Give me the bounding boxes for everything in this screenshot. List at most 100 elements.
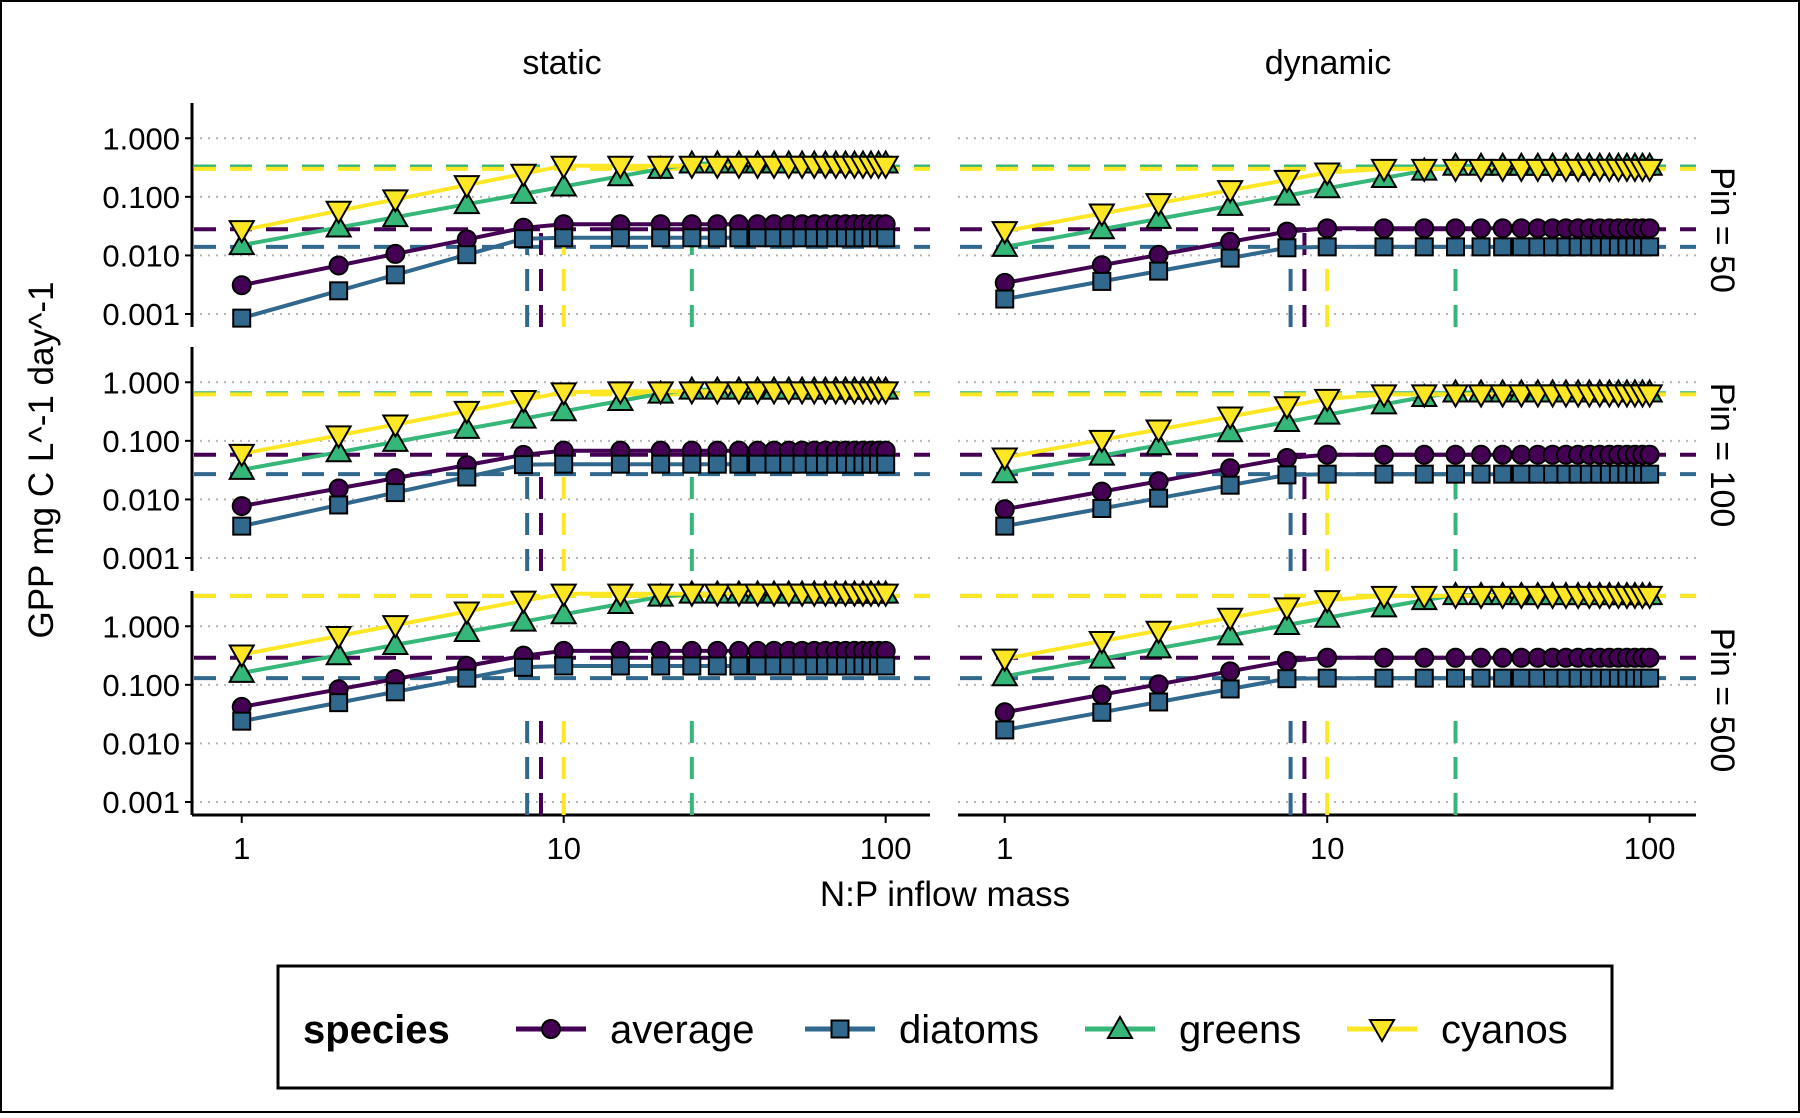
point-average [1148, 244, 1169, 265]
point-cyanos [453, 400, 481, 425]
point-diatoms [748, 454, 768, 474]
point-cyanos [1273, 169, 1301, 194]
point-greens [1216, 418, 1244, 443]
point-diatoms [513, 455, 533, 475]
point-diatoms [729, 228, 749, 248]
point-cyanos [1410, 158, 1438, 183]
point-cyanos [1441, 384, 1470, 409]
point-greens [1088, 441, 1116, 466]
point-average [385, 243, 406, 264]
point-cyanos [871, 583, 900, 608]
point-cyanos [1088, 429, 1116, 454]
point-diatoms [1471, 668, 1491, 688]
strip-label-pin-100: Pin = 100 [1703, 383, 1741, 528]
point-average [1373, 647, 1394, 668]
legend-label-cyanos: cyanos [1441, 1008, 1568, 1052]
legend-items: average diatoms greens cyanos [516, 1008, 1568, 1052]
point-diatoms [682, 454, 702, 474]
point-average [328, 255, 349, 276]
point-diatoms [1493, 237, 1513, 257]
point-cyanos [703, 155, 732, 180]
point-greens [991, 232, 1019, 257]
point-diatoms [1511, 464, 1531, 484]
legend-item-greens: greens [1085, 1008, 1301, 1052]
point-cyanos [1216, 607, 1244, 632]
point-diatoms [1317, 464, 1337, 484]
point-average [1414, 647, 1435, 668]
point-diatoms [513, 657, 533, 677]
point-average [1445, 218, 1466, 239]
point-cyanos [1313, 388, 1341, 413]
point-diatoms [232, 711, 252, 731]
point-average [328, 478, 349, 499]
point-diatoms [748, 228, 768, 248]
point-average [1511, 444, 1532, 465]
point-cyanos [1088, 203, 1116, 228]
point-average [1471, 444, 1492, 465]
point-cyanos [1410, 585, 1438, 610]
point-cyanos [1467, 384, 1495, 409]
y-tick-label: 0.001 [102, 541, 180, 576]
point-diatoms [995, 720, 1015, 740]
point-average [1639, 647, 1660, 668]
point-cyanos [453, 175, 481, 200]
point-diatoms [1493, 668, 1513, 688]
point-cyanos [228, 644, 256, 669]
point-cyanos [1635, 585, 1664, 610]
y-tick-label: 1.000 [102, 609, 180, 644]
point-cyanos [606, 155, 635, 180]
point-diatoms [554, 228, 574, 248]
point-cyanos [381, 615, 410, 640]
point-average [1276, 447, 1297, 468]
point-diatoms [1317, 237, 1337, 257]
point-diatoms [729, 454, 749, 474]
point-cyanos [1144, 620, 1173, 645]
point-cyanos [725, 381, 753, 406]
point-cyanos [1467, 585, 1495, 610]
point-average [1414, 444, 1435, 465]
x-axis-title: N:P inflow mass [820, 875, 1070, 914]
point-diatoms [1471, 464, 1491, 484]
point-diatoms [1511, 237, 1531, 257]
point-greens [453, 617, 481, 642]
y-axis-title: GPP mg C L^-1 day^-1 [22, 281, 61, 638]
legend-title: species [303, 1008, 450, 1052]
point-average [1276, 221, 1297, 242]
point-cyanos [1441, 158, 1470, 183]
point-diatoms [876, 454, 896, 474]
point-average [1471, 647, 1492, 668]
point-diatoms [1220, 248, 1240, 268]
point-cyanos [1441, 585, 1470, 610]
point-greens [1144, 204, 1173, 229]
point-greens [381, 203, 410, 228]
point-average [231, 496, 252, 517]
point-diatoms [1493, 464, 1513, 484]
point-greens [991, 459, 1019, 484]
panel-static-pin-500: 0.001 0.010 0.100 1.000 1 10 100 [102, 579, 930, 866]
legend-key-marker [1368, 1019, 1396, 1044]
point-average [1091, 684, 1112, 705]
point-average [1511, 647, 1532, 668]
point-average [1220, 661, 1241, 682]
point-average [994, 272, 1015, 293]
point-diatoms [232, 308, 252, 328]
point-cyanos [1467, 158, 1495, 183]
point-cyanos [381, 189, 410, 214]
legend-key-marker [1106, 1014, 1134, 1039]
point-cyanos [646, 381, 675, 406]
point-diatoms [457, 245, 477, 265]
x-tick-label: 10 [546, 831, 580, 866]
point-greens [509, 607, 538, 632]
panel-static-pin-50: 0.001 0.010 0.100 1.000 [102, 103, 930, 332]
point-diatoms [457, 668, 477, 688]
y-tick-label: 0.100 [102, 424, 180, 459]
point-average [1445, 444, 1466, 465]
point-diatoms [385, 483, 405, 503]
point-diatoms [1220, 679, 1240, 699]
point-cyanos [1313, 590, 1341, 615]
labels-layer: static dynamic Pin = 50 Pin = 100 Pin = … [22, 44, 1741, 914]
legend: species average diatoms greens cyanos [276, 964, 1614, 1090]
point-cyanos [1488, 384, 1517, 409]
